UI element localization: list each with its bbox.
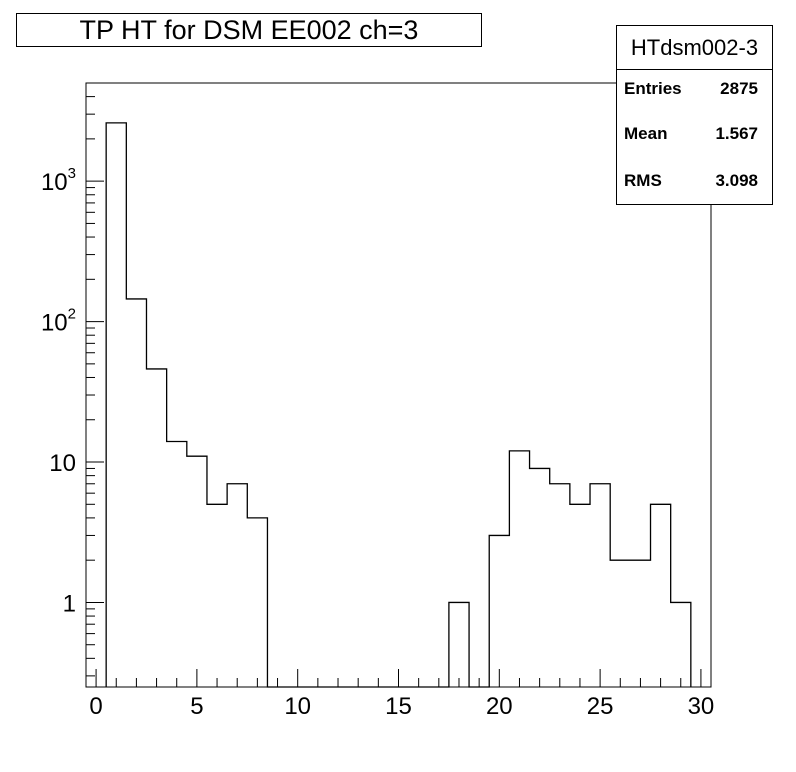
x-axis: 0 5 10 15 20 25 30 [89,669,714,720]
histogram-bin [449,602,469,687]
y-tick-label: 1 [63,590,76,617]
stats-mean-label: Mean [624,124,668,143]
histogram-bin [509,451,529,687]
stats-row-mean: Mean 1.567 [624,124,758,144]
histogram-bin [590,484,610,687]
stats-entries-value: 2875 [720,79,758,98]
histogram-bin [187,456,207,687]
histogram-bin [570,504,590,687]
stats-row-rms: RMS 3.098 [624,171,758,191]
histogram-bin [489,535,509,687]
y-axis: 1 10 102 103 [41,82,104,677]
histogram-bin [126,299,146,687]
histogram-bin [530,468,550,687]
x-tick-label: 20 [486,693,513,720]
chart-title: TP HT for DSM EE002 ch=3 [16,13,482,47]
histogram-bin [630,560,650,687]
stats-box: HTdsm002-3 Entries 2875 Mean 1.567 RMS 3… [616,25,773,205]
y-tick-label: 10 [49,450,76,477]
histogram-bin [247,518,267,687]
histogram-outline [105,122,692,688]
histogram-bin [106,123,126,687]
x-tick-label: 0 [89,693,102,720]
x-tick-label: 10 [284,693,311,720]
stats-histogram-name: HTdsm002-3 [617,26,772,70]
stats-entries-label: Entries [624,79,682,98]
x-tick-label: 15 [385,693,412,720]
histogram-series [105,122,692,688]
histogram-bin [671,602,691,687]
y-tick-label: 103 [41,165,76,196]
stats-rms-value: 3.098 [715,171,758,190]
stats-rms-label: RMS [624,171,662,190]
y-tick-label: 102 [41,306,76,337]
histogram-bin [651,504,671,687]
x-tick-label: 5 [190,693,203,720]
x-tick-label: 30 [688,693,715,720]
histogram-bin [610,560,630,687]
histogram-bin [207,504,227,687]
histogram-bin [167,441,187,687]
histogram-bin [550,484,570,687]
stats-row-entries: Entries 2875 [624,79,758,99]
histogram-bin [146,369,166,687]
x-tick-label: 25 [587,693,614,720]
histogram-bin [227,484,247,687]
stats-mean-value: 1.567 [715,124,758,143]
